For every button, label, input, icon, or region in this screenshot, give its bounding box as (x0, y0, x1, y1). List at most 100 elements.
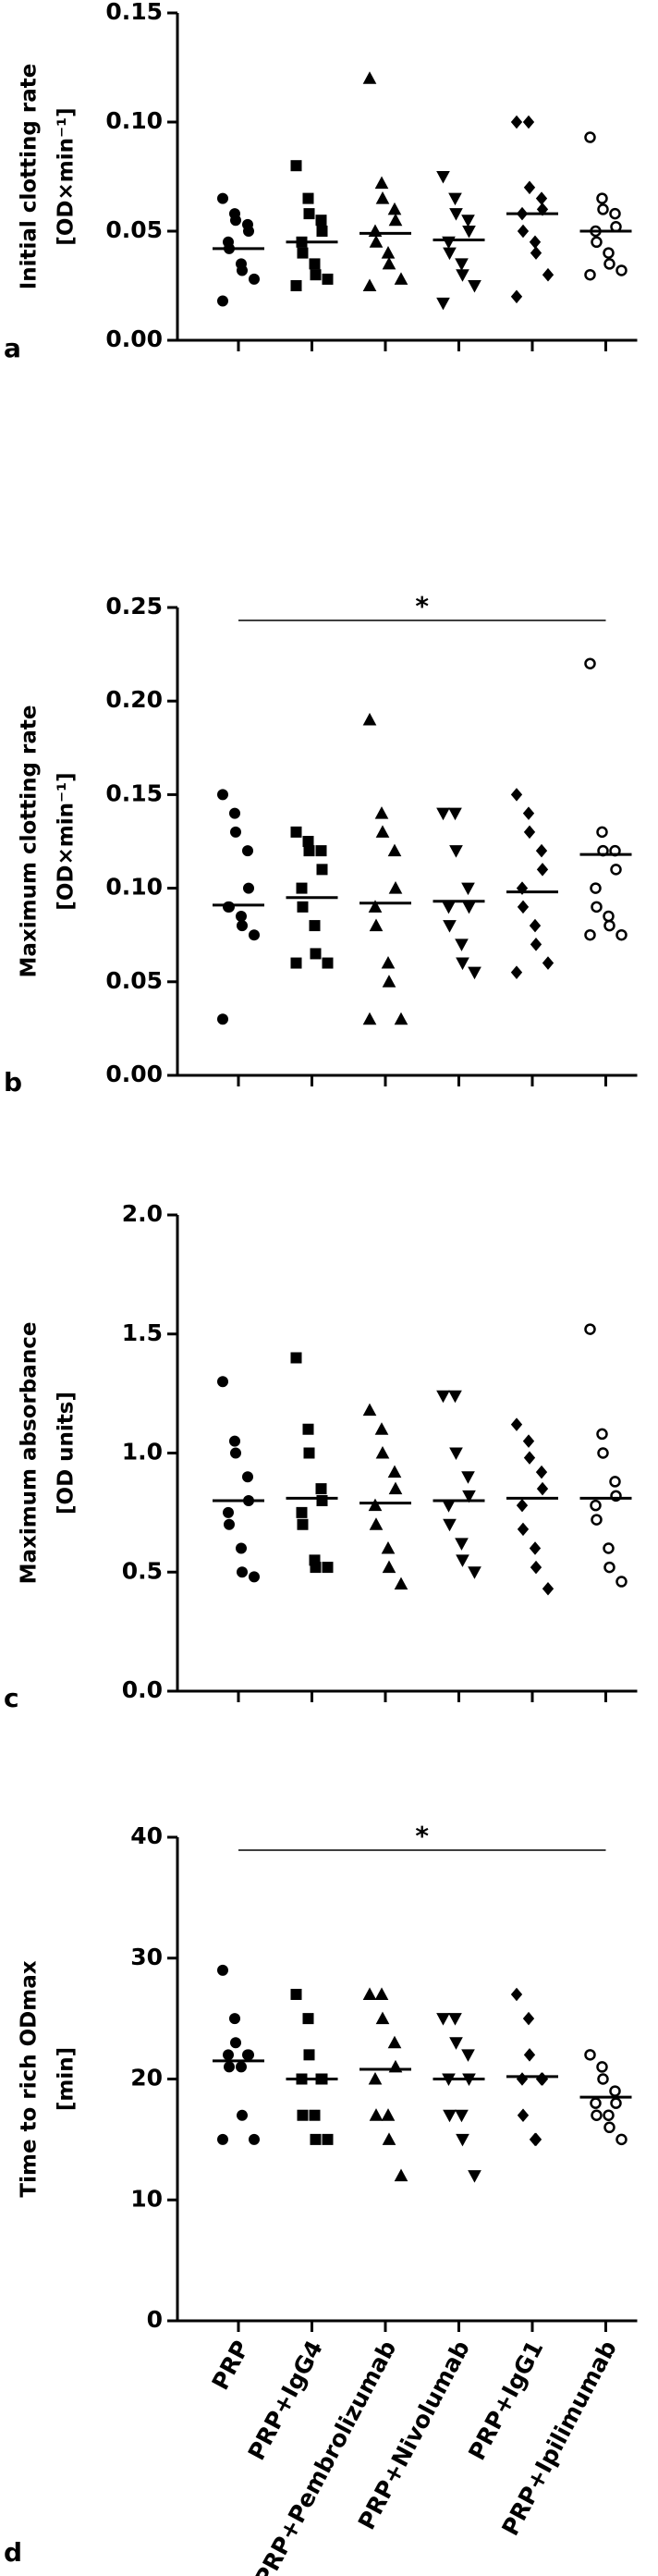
point (224, 1518, 235, 1530)
point (290, 280, 302, 291)
point (387, 843, 402, 857)
y-tick-label: 10 (130, 2185, 163, 2212)
y-tick-label: 1.0 (122, 1439, 163, 1466)
point (510, 1987, 523, 2002)
point (536, 1481, 549, 1496)
point (302, 2013, 314, 2025)
point (510, 289, 523, 304)
point (590, 1499, 602, 1512)
point (615, 264, 628, 276)
point (381, 1540, 396, 1554)
point (590, 882, 602, 894)
point (596, 826, 608, 839)
point (529, 1541, 542, 1555)
point (462, 226, 476, 239)
point (536, 863, 549, 877)
point (596, 1428, 608, 1441)
point (597, 2073, 609, 2085)
y-tick-label: 0.25 (105, 593, 163, 619)
y-tick-label: 0.00 (105, 1061, 163, 1087)
point (468, 2170, 481, 2183)
point (237, 1566, 248, 1578)
point (369, 2108, 384, 2121)
point (516, 2072, 529, 2086)
point (609, 2085, 621, 2097)
point (374, 806, 389, 819)
point (217, 1376, 228, 1388)
point (322, 2133, 334, 2145)
point (449, 208, 463, 221)
point (442, 901, 456, 914)
point (462, 1490, 476, 1503)
point (249, 1571, 260, 1583)
point (522, 806, 535, 820)
point (236, 1542, 247, 1554)
point (448, 807, 462, 821)
point (243, 2049, 254, 2061)
point (388, 881, 403, 894)
y-axis-label: [OD units] (55, 1392, 79, 1515)
point (387, 202, 402, 215)
point (369, 918, 384, 932)
point (603, 1542, 615, 1554)
point (610, 2097, 622, 2109)
y-axis-label: Maximum clotting rate (18, 705, 42, 978)
point (443, 247, 457, 261)
y-tick-label: 0.5 (122, 1557, 163, 1584)
point (243, 226, 254, 237)
y-axis-label: [min] (55, 2047, 79, 2111)
point (368, 900, 383, 913)
point (529, 918, 542, 933)
point (461, 2049, 475, 2062)
point (522, 2011, 535, 2026)
point (542, 956, 554, 970)
point (394, 2168, 408, 2182)
point (296, 1506, 308, 1518)
y-tick-label: 40 (130, 1822, 163, 1849)
point (591, 901, 603, 914)
point (596, 192, 608, 204)
point (382, 2132, 396, 2145)
y-tick-label: 0.15 (105, 779, 163, 806)
point (591, 1514, 603, 1526)
point (609, 1476, 621, 1488)
point (523, 2048, 536, 2062)
point (362, 1012, 377, 1025)
point (603, 247, 615, 259)
point (530, 938, 542, 951)
panel-label: a (4, 333, 21, 363)
point (456, 269, 469, 282)
point (316, 226, 328, 237)
point (322, 957, 334, 969)
point (455, 1538, 469, 1551)
point (388, 1481, 403, 1495)
point (529, 235, 542, 250)
point (615, 2133, 628, 2146)
point (584, 131, 596, 143)
point (542, 267, 554, 282)
point (362, 1987, 377, 2000)
point (455, 258, 469, 271)
point (387, 2035, 402, 2049)
point (394, 1576, 408, 1590)
point (461, 882, 475, 896)
y-tick-label: 0.20 (105, 686, 163, 713)
point (535, 191, 548, 205)
point (468, 966, 481, 980)
point (436, 807, 450, 821)
point (249, 273, 260, 285)
point (584, 657, 596, 669)
point (394, 1012, 408, 1025)
point (297, 1518, 309, 1530)
point (315, 215, 327, 227)
point (603, 2109, 615, 2121)
point (303, 845, 315, 857)
point (381, 956, 396, 969)
y-tick-label: 1.5 (122, 1319, 163, 1346)
point (388, 213, 403, 227)
point (455, 2109, 469, 2123)
point (456, 957, 469, 971)
point (303, 208, 315, 220)
y-tick-label: 0 (147, 2306, 163, 2333)
